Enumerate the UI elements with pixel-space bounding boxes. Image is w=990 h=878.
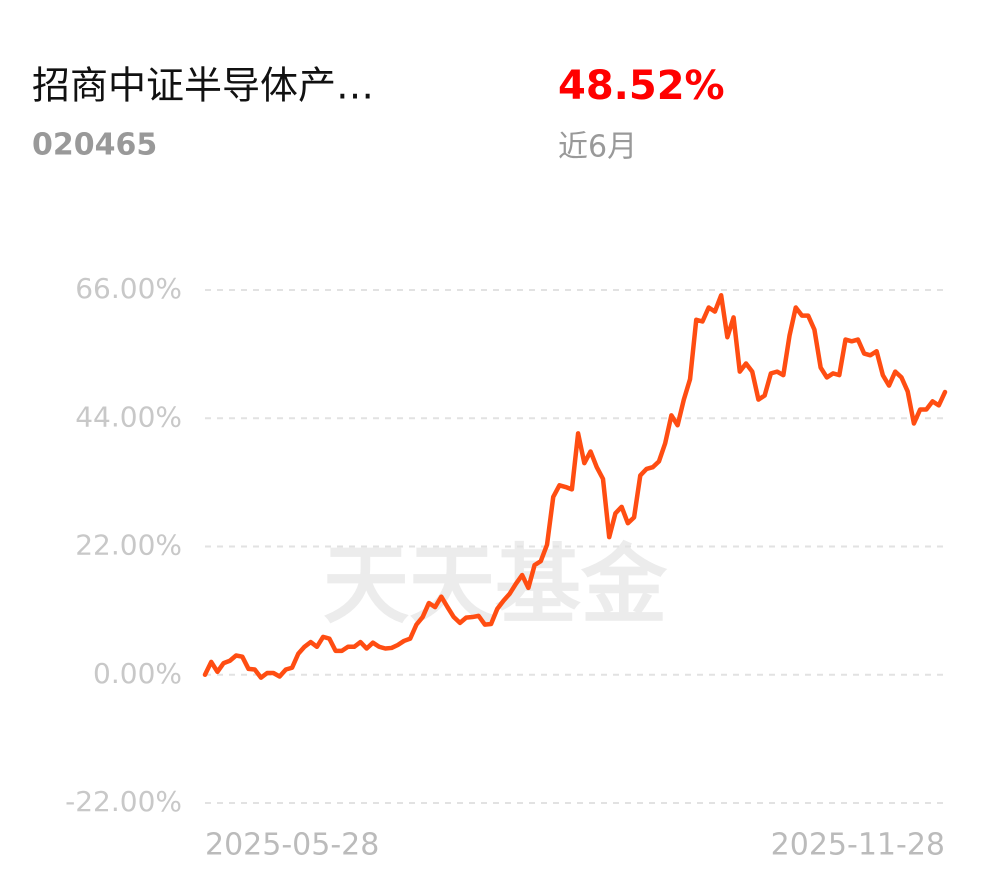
price-line (202, 292, 948, 680)
y-tick-label: 0.00% (93, 657, 182, 690)
fund-name: 招商中证半导体产… (32, 64, 374, 108)
fund-code: 020465 (32, 128, 157, 163)
y-tick-label: -22.00% (65, 785, 182, 818)
fund-return: 48.52% (558, 63, 725, 109)
x-tick-label: 2025-05-28 (205, 828, 379, 863)
y-tick-label: 44.00% (75, 400, 182, 433)
y-tick-label: 22.00% (75, 529, 182, 562)
watermark: 天天基金 (323, 535, 668, 636)
x-tick-label: 2025-11-28 (771, 828, 945, 863)
return-period: 近6月 (558, 130, 637, 165)
y-tick-label: 66.00% (75, 272, 182, 305)
